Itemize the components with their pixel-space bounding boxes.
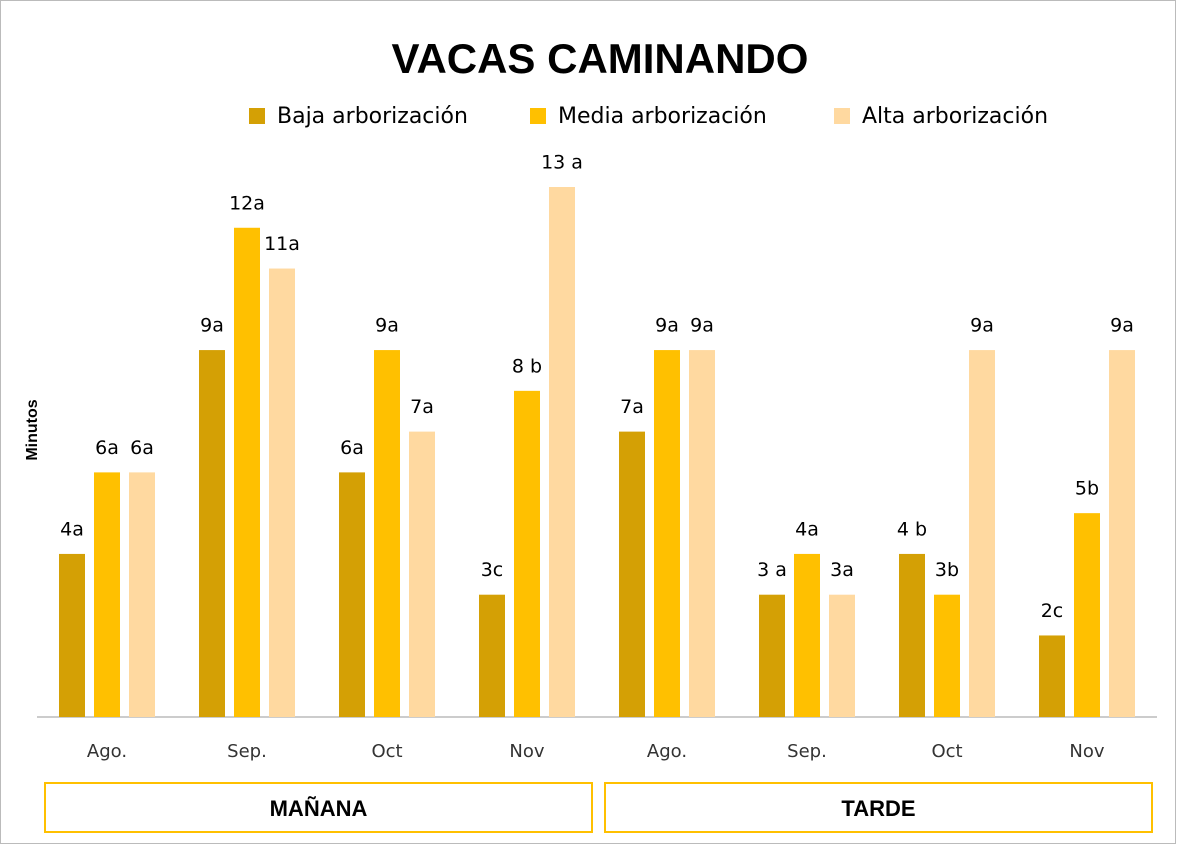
data-label: 7a — [620, 396, 644, 418]
x-tick-label: Ago. — [87, 741, 127, 762]
data-label: 8 b — [512, 355, 542, 377]
data-label: 3c — [481, 559, 504, 581]
group-box — [44, 782, 593, 833]
data-label: 4a — [60, 518, 84, 540]
data-label: 12a — [229, 192, 265, 214]
x-tick-label: Oct — [371, 741, 402, 762]
data-label: 6a — [130, 437, 154, 459]
data-label: 9a — [200, 315, 224, 337]
bar — [654, 350, 680, 717]
bar — [794, 553, 820, 717]
group-label: TARDE — [841, 796, 915, 821]
group-label: MAÑANA — [270, 796, 368, 821]
bar — [269, 268, 295, 717]
chart-title: VACAS CAMINANDO — [392, 35, 809, 82]
x-tick-label: Ago. — [647, 741, 687, 762]
bar — [339, 472, 365, 717]
bar — [409, 431, 435, 717]
bar — [619, 431, 645, 717]
legend-label: Baja arborización — [277, 104, 468, 129]
y-axis-label: Minutos — [24, 399, 41, 460]
data-label: 3b — [935, 559, 959, 581]
data-label: 6a — [340, 437, 364, 459]
bar — [899, 553, 925, 717]
bar — [129, 472, 155, 717]
data-label: 3 a — [757, 559, 787, 581]
data-label: 7a — [410, 396, 434, 418]
legend-swatch — [530, 108, 546, 124]
legend-swatch — [834, 108, 850, 124]
bar — [759, 594, 785, 717]
bar — [59, 553, 85, 717]
data-label: 3a — [830, 559, 854, 581]
bar — [934, 594, 960, 717]
bar — [514, 390, 540, 717]
x-tick-label: Oct — [931, 741, 962, 762]
data-label: 2c — [1041, 600, 1064, 622]
x-tick-label: Nov — [1069, 741, 1104, 762]
data-label: 9a — [690, 315, 714, 337]
legend-label: Alta arborización — [862, 104, 1048, 129]
bar — [1074, 513, 1100, 717]
bar — [374, 350, 400, 717]
bar — [1039, 635, 1065, 717]
bar — [549, 187, 575, 717]
data-label: 6a — [95, 437, 119, 459]
legend-label: Media arborización — [558, 104, 767, 129]
data-label: 9a — [375, 315, 399, 337]
data-label: 9a — [655, 315, 679, 337]
bar — [479, 594, 505, 717]
x-tick-label: Nov — [509, 741, 544, 762]
data-label: 13 a — [541, 152, 583, 174]
data-label: 9a — [970, 315, 994, 337]
data-label: 5b — [1075, 478, 1099, 500]
x-tick-label: Sep. — [787, 741, 827, 762]
data-label: 4 b — [897, 518, 927, 540]
bar — [234, 227, 260, 717]
data-label: 9a — [1110, 315, 1134, 337]
bar — [969, 350, 995, 717]
bar — [94, 472, 120, 717]
bar — [1109, 350, 1135, 717]
legend-swatch — [249, 108, 265, 124]
bar — [199, 350, 225, 717]
data-label: 4a — [795, 518, 819, 540]
bar — [689, 350, 715, 717]
x-tick-label: Sep. — [227, 741, 267, 762]
bar — [829, 594, 855, 717]
data-label: 11a — [264, 233, 300, 255]
group-box — [604, 782, 1153, 833]
